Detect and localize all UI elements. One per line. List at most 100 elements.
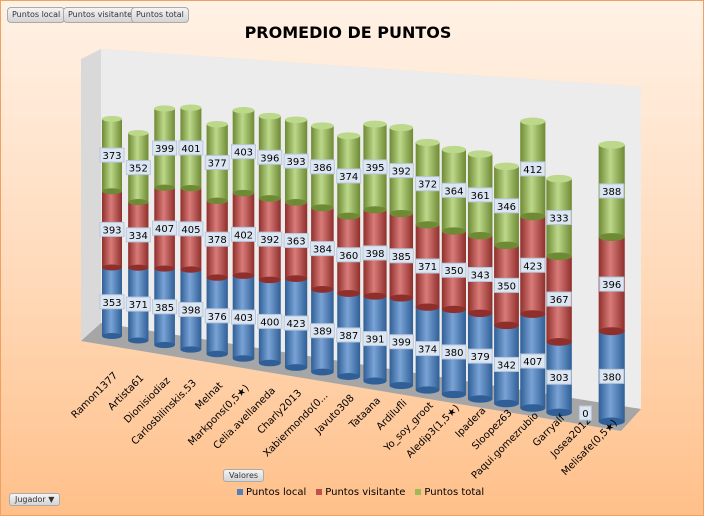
bar-bottom-cap [258, 359, 281, 367]
bar-bottom-cap [337, 373, 361, 380]
bar-bottom-cap [494, 241, 519, 250]
data-label: 380 [444, 348, 463, 359]
data-label-box [467, 266, 493, 282]
bar-bottom-cap [311, 285, 334, 293]
valores-field-button[interactable]: Valores [223, 469, 265, 482]
bar-top-cap [494, 162, 519, 171]
data-label-box [336, 168, 362, 184]
bar-bottom-cap [284, 275, 308, 282]
data-label-box [152, 140, 178, 156]
data-label-box [546, 291, 572, 307]
jugador-label: Jugador [15, 495, 46, 504]
dropdown-arrow-icon: ▼ [48, 495, 55, 504]
data-label: 350 [497, 281, 516, 292]
data-label: 396 [602, 280, 621, 291]
data-label-box [467, 187, 493, 203]
data-label: 371 [418, 262, 437, 273]
bar-bottom-cap [441, 305, 466, 314]
bar-bottom-cap [494, 321, 519, 330]
data-label: 423 [523, 261, 542, 272]
data-label: 403 [234, 313, 253, 324]
bar-top-cap [154, 105, 175, 112]
bar-bottom-cap [467, 309, 493, 317]
legend-swatch [237, 489, 243, 495]
bar-bottom-cap [337, 212, 361, 220]
bar-top-cap [441, 145, 466, 154]
data-label: 363 [287, 236, 306, 247]
bar-bottom-cap [102, 188, 122, 195]
bar-bottom-cap [520, 404, 546, 412]
data-label: 372 [418, 180, 437, 191]
data-label-box [99, 147, 125, 163]
bar-top-cap [598, 140, 625, 149]
data-label: 374 [339, 172, 358, 183]
data-label: 374 [418, 345, 437, 356]
data-label-box [362, 245, 388, 261]
data-label-box [309, 323, 335, 339]
data-label-box [441, 344, 467, 360]
data-label: 378 [208, 235, 227, 246]
data-label-box [283, 315, 309, 331]
data-label: 405 [181, 225, 200, 236]
jugador-filter-button[interactable]: Jugador ▼ [9, 493, 61, 506]
bar-bottom-cap [546, 338, 572, 346]
data-label-box [336, 327, 362, 343]
bar-bottom-cap [598, 417, 625, 426]
legend-label: Puntos local [246, 487, 307, 498]
filter-button-puntos-total[interactable]: Puntos total [131, 7, 189, 23]
bar-top-cap [258, 112, 281, 120]
data-label-box [204, 154, 230, 170]
data-label-box [494, 277, 519, 293]
data-label-box [283, 153, 309, 169]
data-label: 384 [313, 245, 332, 256]
data-label: 380 [602, 372, 621, 383]
data-label-box [231, 309, 256, 325]
data-label-box [520, 353, 546, 369]
bar-top-cap [337, 132, 361, 140]
data-label-box [257, 231, 283, 247]
bar-bottom-cap [284, 199, 308, 206]
bar-bottom-cap [337, 289, 361, 297]
chart-title: PROMEDIO DE PUNTOS [244, 23, 452, 42]
bar-bottom-cap [389, 381, 414, 390]
bar-top-cap [102, 115, 122, 122]
bar-bottom-cap [389, 210, 414, 218]
bar-top-cap [180, 104, 202, 111]
bar-bottom-cap [415, 303, 440, 311]
bar-bottom-cap [258, 195, 281, 202]
data-label-box [309, 241, 335, 257]
bar-bottom-cap [102, 264, 122, 271]
data-label-box [546, 369, 572, 385]
bar-bottom-cap [389, 294, 414, 302]
legend-swatch [316, 489, 323, 495]
data-label: 396 [260, 153, 279, 164]
bar-bottom-cap [102, 333, 122, 339]
legend-label: Puntos total [424, 487, 485, 498]
data-label: 388 [602, 187, 621, 198]
data-label-box [125, 160, 151, 176]
data-label: 400 [260, 317, 279, 328]
bar-bottom-cap [180, 346, 202, 353]
bar-bottom-cap [284, 364, 308, 371]
data-label-box [362, 159, 388, 175]
bar-bottom-cap [311, 368, 334, 376]
data-label: 371 [129, 300, 148, 311]
data-label: 412 [523, 165, 542, 176]
data-label-box [99, 221, 125, 237]
data-label: 399 [392, 338, 411, 349]
data-label: 373 [102, 151, 121, 162]
data-label: 393 [102, 225, 121, 236]
bar-top-cap [284, 116, 308, 124]
data-label: 364 [444, 186, 463, 197]
bar-top-cap [232, 107, 255, 114]
data-label-box [494, 198, 519, 214]
data-label: 333 [550, 214, 569, 225]
bar-top-cap [389, 124, 414, 132]
data-label-box [415, 258, 441, 274]
data-label: 389 [313, 327, 332, 338]
legend-swatch [415, 489, 422, 495]
bar-bottom-cap [154, 184, 175, 191]
legend-item: Puntos visitante [316, 487, 405, 498]
data-label-box [125, 227, 151, 243]
data-label-box [388, 163, 414, 179]
